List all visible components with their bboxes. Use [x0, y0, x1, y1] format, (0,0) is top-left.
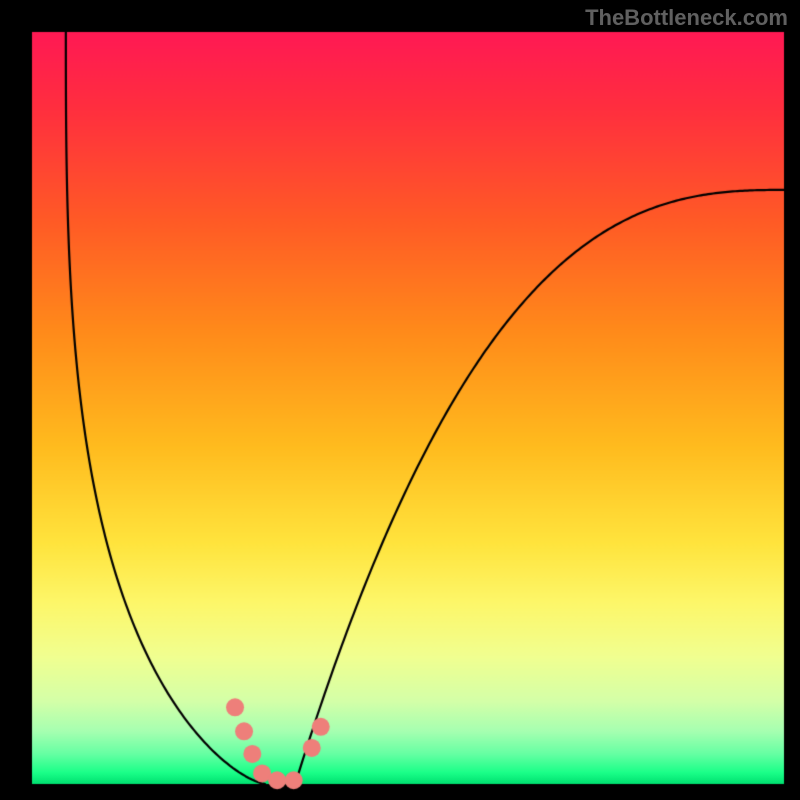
bottleneck-curve-chart — [0, 0, 800, 800]
chart-stage: TheBottleneck.com — [0, 0, 800, 800]
watermark-text: TheBottleneck.com — [585, 5, 788, 31]
